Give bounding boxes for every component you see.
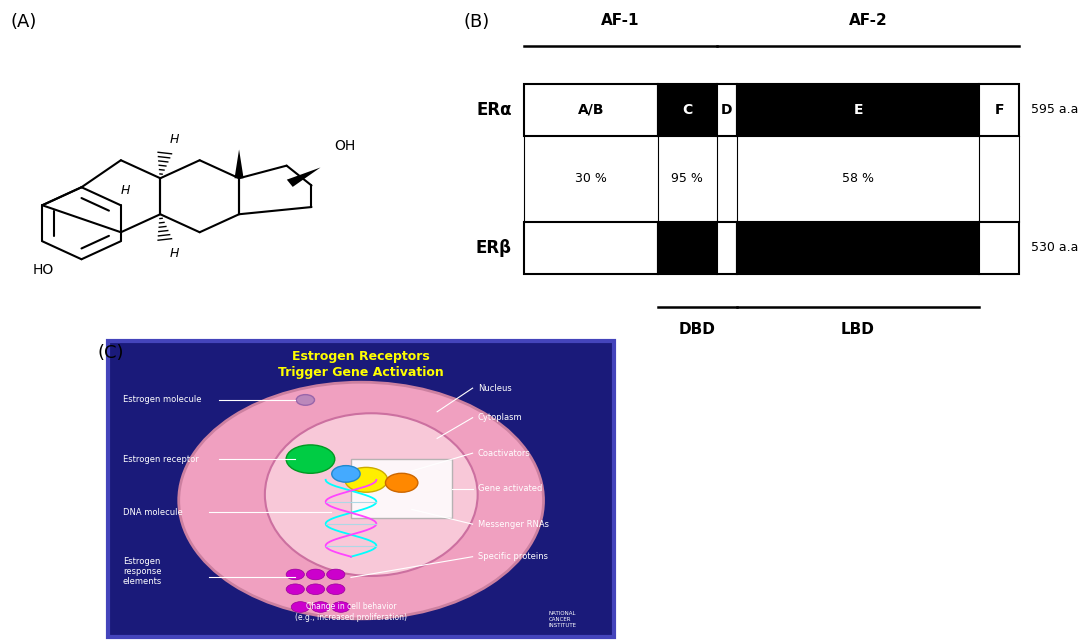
Text: DBD: DBD (679, 322, 716, 338)
Text: Estrogen
response
elements: Estrogen response elements (123, 557, 163, 586)
Text: E: E (854, 103, 862, 117)
Text: Gene activated: Gene activated (478, 484, 542, 493)
Text: H: H (169, 133, 179, 146)
Bar (524, 84, 658, 136)
Text: Change in cell behavior
(e.g., increased proliferation): Change in cell behavior (e.g., increased… (295, 602, 407, 622)
Text: Estrogen molecule: Estrogen molecule (123, 395, 202, 404)
Text: AF-2: AF-2 (848, 13, 887, 28)
Bar (351, 459, 453, 518)
Text: H: H (169, 247, 179, 260)
Polygon shape (287, 167, 320, 187)
Text: (A): (A) (11, 13, 37, 31)
Text: F: F (994, 103, 1004, 117)
Text: Estrogen receptor: Estrogen receptor (123, 455, 198, 464)
Circle shape (286, 445, 335, 473)
Circle shape (386, 473, 418, 493)
Text: Specific proteins: Specific proteins (478, 552, 548, 561)
Text: ERα: ERα (476, 101, 512, 119)
Text: (C): (C) (97, 344, 124, 362)
Text: HO: HO (33, 263, 54, 277)
Text: 530 a.a.: 530 a.a. (1031, 241, 1078, 255)
Text: D: D (721, 103, 733, 117)
Text: AF-1: AF-1 (602, 13, 639, 28)
Bar (736, 222, 979, 274)
Ellipse shape (179, 382, 543, 619)
Circle shape (306, 584, 324, 595)
Text: Coactivators: Coactivators (478, 449, 530, 458)
Text: Nucleus: Nucleus (478, 384, 511, 393)
Text: NATIONAL
CANCER
INSTITUTE: NATIONAL CANCER INSTITUTE (549, 611, 577, 628)
Text: Messenger RNAs: Messenger RNAs (478, 520, 549, 529)
Bar (979, 84, 1019, 136)
Text: 58 %: 58 % (842, 172, 874, 185)
Bar (717, 84, 736, 136)
Circle shape (286, 584, 304, 595)
Circle shape (327, 569, 345, 580)
Circle shape (306, 569, 324, 580)
Bar (524, 222, 658, 274)
Text: ERβ: ERβ (475, 239, 512, 257)
Circle shape (345, 467, 387, 493)
Circle shape (296, 395, 315, 405)
Ellipse shape (265, 413, 478, 576)
Circle shape (286, 569, 304, 580)
Text: Estrogen Receptors
Trigger Gene Activation: Estrogen Receptors Trigger Gene Activati… (278, 350, 444, 379)
Text: A/B: A/B (578, 103, 604, 117)
Text: LBD: LBD (841, 322, 875, 338)
Bar (717, 222, 736, 274)
Circle shape (332, 466, 360, 482)
Text: Cytoplasm: Cytoplasm (478, 413, 522, 422)
Text: DNA molecule: DNA molecule (123, 508, 183, 517)
Bar (736, 84, 979, 136)
Text: C: C (682, 103, 692, 117)
Bar (658, 84, 717, 136)
Text: 595 a.a.: 595 a.a. (1031, 104, 1078, 116)
Polygon shape (235, 149, 244, 178)
Circle shape (312, 602, 330, 612)
Circle shape (332, 602, 350, 612)
Bar (979, 222, 1019, 274)
Text: H: H (121, 185, 130, 197)
Bar (658, 222, 717, 274)
Text: OH: OH (334, 139, 356, 153)
Circle shape (291, 602, 309, 612)
Circle shape (327, 584, 345, 595)
Text: 95 %: 95 % (672, 172, 703, 185)
Text: (B): (B) (464, 13, 489, 31)
Text: 30 %: 30 % (575, 172, 607, 185)
